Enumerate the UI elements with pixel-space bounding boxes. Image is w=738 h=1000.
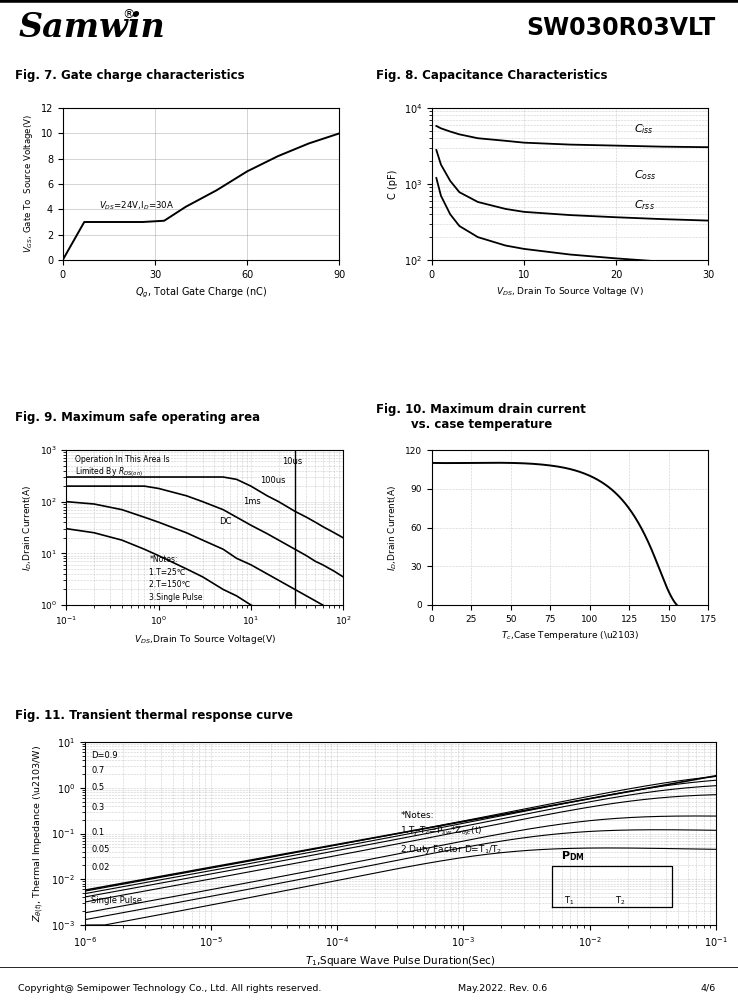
Text: DC: DC bbox=[218, 517, 231, 526]
Text: 0.7: 0.7 bbox=[92, 766, 105, 775]
Text: 0.5: 0.5 bbox=[92, 783, 104, 792]
X-axis label: $V_{DS}$,Drain To Source Voltage(V): $V_{DS}$,Drain To Source Voltage(V) bbox=[134, 633, 276, 646]
Y-axis label: $V_{GS}$, Gate To  Source Voltage(V): $V_{GS}$, Gate To Source Voltage(V) bbox=[22, 115, 35, 253]
X-axis label: $T_c$,Case Temperature (\u2103): $T_c$,Case Temperature (\u2103) bbox=[501, 629, 639, 642]
Y-axis label: $Z_{\theta(t)}$, Thermal Impedance (\u2103/W): $Z_{\theta(t)}$, Thermal Impedance (\u21… bbox=[31, 745, 46, 922]
Text: 100us: 100us bbox=[260, 476, 286, 485]
X-axis label: $Q_g$, Total Gate Charge (nC): $Q_g$, Total Gate Charge (nC) bbox=[135, 285, 267, 300]
Y-axis label: $I_D$,Drain Current(A): $I_D$,Drain Current(A) bbox=[387, 484, 399, 571]
Text: Fig. 9. Maximum safe operating area: Fig. 9. Maximum safe operating area bbox=[15, 412, 260, 424]
Text: Fig. 8. Capacitance Characteristics: Fig. 8. Capacitance Characteristics bbox=[376, 70, 608, 83]
Text: $C_{oss}$: $C_{oss}$ bbox=[634, 168, 656, 182]
Text: 0.1: 0.1 bbox=[92, 828, 104, 837]
Text: 4/6: 4/6 bbox=[700, 984, 716, 993]
Text: Single Pulse: Single Pulse bbox=[92, 896, 142, 905]
Text: 1ms: 1ms bbox=[244, 497, 261, 506]
Text: 0.02: 0.02 bbox=[92, 863, 109, 872]
Text: SW030R03VLT: SW030R03VLT bbox=[527, 16, 716, 40]
Text: D=0.9: D=0.9 bbox=[92, 751, 118, 760]
Text: Copyright@ Semipower Technology Co., Ltd. All rights reserved.: Copyright@ Semipower Technology Co., Ltd… bbox=[18, 984, 322, 993]
Text: May.2022. Rev. 0.6: May.2022. Rev. 0.6 bbox=[458, 984, 547, 993]
Text: ®: ® bbox=[122, 8, 134, 21]
Text: $C_{iss}$: $C_{iss}$ bbox=[634, 122, 654, 136]
Text: *Notes:
1.T$_j$-T$_c$=P$_{sw}$*Z$_{\theta jc}$(t)
2.Duty Factor D=T$_1$/T$_2$: *Notes: 1.T$_j$-T$_c$=P$_{sw}$*Z$_{\thet… bbox=[400, 811, 503, 856]
Text: T$_2$: T$_2$ bbox=[615, 894, 625, 907]
Text: $C_{rss}$: $C_{rss}$ bbox=[634, 198, 655, 212]
Text: T$_1$: T$_1$ bbox=[565, 894, 575, 907]
Text: Samwin: Samwin bbox=[18, 11, 165, 44]
X-axis label: $T_1$,Square Wave Pulse Duration(Sec): $T_1$,Square Wave Pulse Duration(Sec) bbox=[305, 954, 496, 968]
Text: Fig. 11. Transient thermal response curve: Fig. 11. Transient thermal response curv… bbox=[15, 710, 293, 722]
Text: Fig. 7. Gate charge characteristics: Fig. 7. Gate charge characteristics bbox=[15, 70, 244, 83]
Text: 0.3: 0.3 bbox=[92, 803, 105, 812]
Text: $\mathbf{P_{DM}}$: $\mathbf{P_{DM}}$ bbox=[562, 849, 585, 863]
Text: Limited By $R_{DS(on)}$: Limited By $R_{DS(on)}$ bbox=[75, 466, 143, 479]
Y-axis label: C (pF): C (pF) bbox=[388, 169, 398, 199]
Text: 0.05: 0.05 bbox=[92, 845, 109, 854]
Y-axis label: $I_D$,Drain Current(A): $I_D$,Drain Current(A) bbox=[21, 484, 34, 571]
Text: *Notes:
1.T⁣=25℃
2.T⁢=150℃
3.Single Pulse: *Notes: 1.T⁣=25℃ 2.T⁢=150℃ 3.Single Puls… bbox=[149, 555, 203, 602]
Text: Fig. 10. Maximum drain current
vs. case temperature: Fig. 10. Maximum drain current vs. case … bbox=[376, 403, 586, 431]
Text: $V_{DS}$=24V,I$_D$=30A: $V_{DS}$=24V,I$_D$=30A bbox=[99, 199, 173, 212]
Text: Operation In This Area Is: Operation In This Area Is bbox=[75, 455, 169, 464]
Text: 10us: 10us bbox=[282, 457, 303, 466]
X-axis label: $V_{DS}$, Drain To Source Voltage (V): $V_{DS}$, Drain To Source Voltage (V) bbox=[496, 285, 644, 298]
